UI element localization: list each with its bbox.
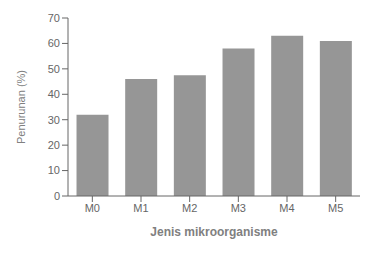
svg-text:30: 30 bbox=[48, 114, 60, 126]
svg-text:M0: M0 bbox=[85, 202, 100, 214]
svg-text:M1: M1 bbox=[133, 202, 148, 214]
svg-text:Penurunan (%): Penurunan (%) bbox=[15, 70, 27, 144]
svg-text:70: 70 bbox=[48, 12, 60, 24]
svg-text:M2: M2 bbox=[182, 202, 197, 214]
svg-text:50: 50 bbox=[48, 63, 60, 75]
svg-text:M4: M4 bbox=[279, 202, 294, 214]
svg-text:M5: M5 bbox=[328, 202, 343, 214]
svg-text:10: 10 bbox=[48, 164, 60, 176]
svg-text:0: 0 bbox=[54, 190, 60, 202]
svg-text:M3: M3 bbox=[231, 202, 246, 214]
svg-text:Jenis mikroorganisme: Jenis mikroorganisme bbox=[150, 225, 278, 239]
svg-text:60: 60 bbox=[48, 37, 60, 49]
svg-text:20: 20 bbox=[48, 139, 60, 151]
svg-text:40: 40 bbox=[48, 88, 60, 100]
